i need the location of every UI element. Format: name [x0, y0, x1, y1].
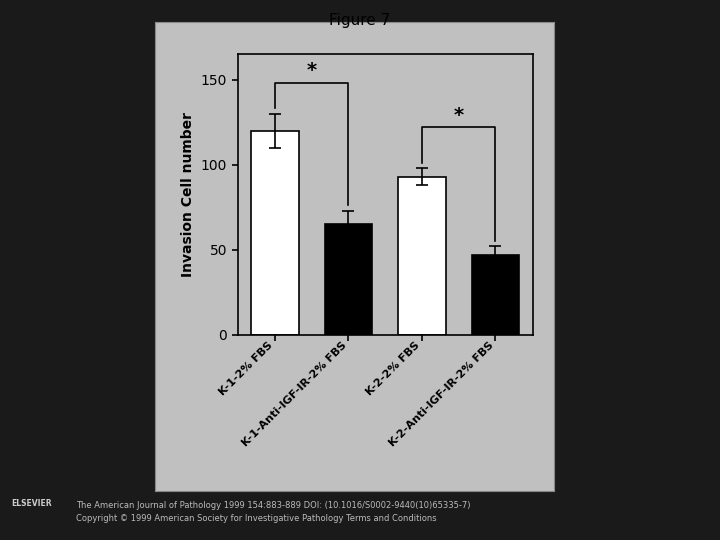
Bar — [251, 131, 299, 335]
Text: K-2-Anti-IGF-IR-2% FBS: K-2-Anti-IGF-IR-2% FBS — [387, 340, 496, 449]
Text: ELSEVIER: ELSEVIER — [11, 500, 51, 509]
Text: Copyright © 1999 American Society for Investigative Pathology Terms and Conditio: Copyright © 1999 American Society for In… — [76, 514, 436, 523]
Text: The American Journal of Pathology 1999 154:883-889 DOI: (10.1016/S0002-9440(10)6: The American Journal of Pathology 1999 1… — [76, 501, 470, 510]
Text: K-1-2% FBS: K-1-2% FBS — [217, 340, 274, 397]
Text: *: * — [454, 106, 464, 125]
Bar — [472, 255, 519, 335]
Bar — [325, 224, 372, 335]
Text: Figure 7: Figure 7 — [329, 14, 391, 29]
Text: K-1-Anti-IGF-IR-2% FBS: K-1-Anti-IGF-IR-2% FBS — [240, 340, 348, 449]
Y-axis label: Invasion Cell number: Invasion Cell number — [181, 112, 195, 277]
Bar — [398, 177, 446, 335]
Text: K-2-2% FBS: K-2-2% FBS — [365, 340, 422, 397]
Text: *: * — [307, 62, 317, 80]
